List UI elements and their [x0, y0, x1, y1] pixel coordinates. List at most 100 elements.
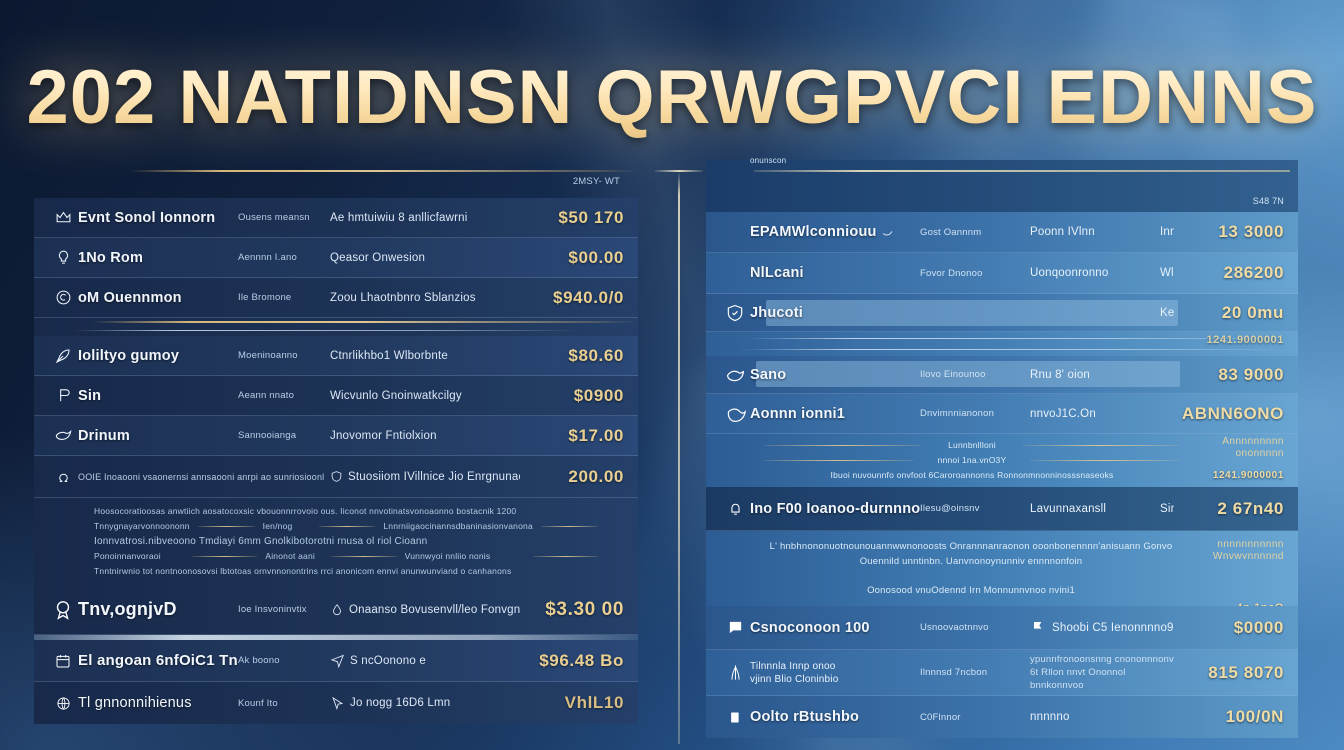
row-desc-wrap: S ncOonono e	[330, 653, 520, 668]
row-name: Tilnnnla Innp onoo vjinn Blio Cloninbio	[750, 660, 839, 685]
table-row[interactable]: Sano Ilovo Einounoo Rnu 8' oion 83 9000	[706, 356, 1298, 394]
table-row[interactable]: 1No Rom Aennnn I.ano Qeasor Onwesion $00…	[34, 238, 638, 278]
row-mid: Lavunnaxansll	[1030, 502, 1107, 515]
row-sub: Dnvimnnianonon	[920, 408, 995, 419]
send-icon	[330, 653, 345, 668]
row-price: 200.00	[568, 466, 624, 486]
chat-icon	[720, 619, 750, 636]
subblock-dash-row: nnnoi 1na.vnO3Y	[764, 453, 1284, 468]
calendar-icon	[48, 653, 78, 669]
row-price: 100/0N	[1225, 707, 1284, 726]
subblock-dash-row: Ponoinnanvoraoi Ainonot aani Vunnwyoi nn…	[94, 549, 598, 564]
dash-mid: Ien/nog	[262, 521, 293, 531]
row-sub: Kounf Ito	[238, 697, 278, 709]
row-price: VhlL10	[564, 693, 624, 712]
row-desc: Jo nogg 16D6 Lmn	[350, 697, 451, 709]
lamp-icon	[48, 249, 78, 266]
row-name: EPAMWlconniouu	[750, 224, 877, 240]
shield-icon	[720, 303, 750, 323]
row-sub: Ile Bromone	[238, 292, 292, 303]
dash-right: Lnnrniigaocinannsdbaninasionvanonannanro…	[383, 521, 533, 531]
right-table: onunscon S48 7N EPAMWlconniouu Gost Oann…	[706, 156, 1298, 738]
row-desc: Stuosiiom IVillnice Jio Enrgnunao	[348, 470, 520, 483]
note-price-line: nnnnnnnnnnn	[1217, 539, 1284, 550]
row-highlight-bar	[766, 300, 1178, 326]
row-mid: Poonn IVlnn	[1030, 226, 1095, 238]
row-desc-wrap: Stuosiiom IVillnice Jio Enrgnunao	[330, 470, 520, 483]
row-sub: Usnoovaotnnvo	[920, 622, 989, 633]
table-row[interactable]: Sin Aeann nnato Wicvunlo Gnoinwatkcilgy …	[34, 376, 638, 416]
feature-row[interactable]: Tnv,ognjvD Ioe Insvoninvtix Onaanso Bovu…	[34, 585, 638, 635]
note-price-stack: nnnnnnnnnnn Wnvwvnnnnnd	[1213, 539, 1284, 563]
dash-line-icon	[764, 444, 921, 447]
row-desc: ypunnfronoonsnng cnononnnonv 6t Rllon nn…	[1030, 654, 1174, 691]
row-sub: Aennnn I.ano	[238, 252, 297, 263]
dash-left: Tnnygnayarvonnoononn	[94, 521, 190, 531]
droplet-icon	[330, 603, 344, 617]
row-sub: Sannooianga	[238, 430, 297, 441]
dash-left: Ponoinnanvoraoi	[94, 551, 161, 561]
table-row[interactable]: EPAMWlconniouu Gost Oannnm Poonn IVlnn I…	[706, 212, 1298, 253]
section-rule	[34, 635, 638, 640]
subblock-line: Hoosocoratioosas anwtiich aosatocoxsic v…	[94, 506, 517, 516]
row-sub: Aeann nnato	[238, 390, 295, 401]
left-table-panel: 2MSY- WT Evnt Sonol Ionnorn Ousens means…	[34, 168, 638, 730]
subblock-dash-row: Tnnygnayarvonnoononn Ien/nog Lnnrniigaoc…	[94, 519, 599, 534]
table-row[interactable]: Tilnnnla Innp onoo vjinn Blio Cloninbio …	[706, 650, 1298, 696]
subblock-price: 1241.9000001	[1212, 470, 1284, 481]
table-row[interactable]: NlLcani Fovor Dnonoo Uonqoonronno Wlnnsn…	[706, 253, 1298, 294]
row-price: $17.00	[568, 425, 624, 445]
dash-line-icon	[1023, 444, 1180, 447]
row-desc: Kevne Inonou	[1160, 306, 1174, 319]
feature-desc-wrap: Onaanso Bovusenvll/leo Fonvgnunbonlnobeo	[330, 603, 520, 617]
row-desc: Sinno u Onoini	[1160, 502, 1174, 515]
table-row[interactable]: Evnt Sonol Ionnorn Ousens meansn Ae hmtu…	[34, 198, 638, 238]
row-price: $0000	[1233, 617, 1284, 637]
row-name: OOIE Inoaooni vsaonernsi annsaooni anrpi…	[78, 471, 325, 482]
dash-mid: Ainonot aani	[265, 551, 315, 561]
dash-line-icon	[764, 459, 914, 462]
right-table-panel: onunscon S48 7N EPAMWlconniouu Gost Oann…	[706, 156, 1298, 738]
row-desc: Zoou Lhaotnbnro Sblanzios	[330, 291, 476, 304]
row-sub: Ak boono	[238, 655, 280, 666]
row-desc: Ctnrlikhbo1 Wlborbnte	[330, 349, 448, 362]
swoosh-icon	[881, 226, 894, 239]
table-row[interactable]: Jhucoti Kevne Inonou 20 0mu	[706, 294, 1298, 332]
table-row-dark[interactable]: Ino F00 Ioanoo-durnnno Ilesu@oinsnv Lavu…	[706, 487, 1298, 531]
table-row[interactable]: oM Ouennmon Ile Bromone Zoou Lhaotnbnro …	[34, 278, 638, 318]
bird3-icon	[720, 403, 750, 424]
row-price: 815 8070	[1208, 662, 1284, 682]
globe-icon	[48, 696, 78, 711]
note-price-line: Wnvwvnnnnnd	[1212, 551, 1284, 562]
dash-line-icon	[192, 555, 258, 558]
row-desc: Wicvunlo Gnoinwatkcilgy	[330, 389, 462, 402]
dash-mid: Lunnbnllloni	[948, 440, 996, 450]
table-row[interactable]: Csnoconoon 100 Usnoovaotnnvo Shoobi C5 I…	[706, 606, 1298, 650]
right-note-block: L' hnbhnononuotnounouannwwnonoosts Onran…	[706, 531, 1298, 614]
right-price-column-label: S48 7N	[1252, 196, 1284, 206]
table-row[interactable]: Tl gnnonnihienus Kounf Ito Jo nogg 16D6 …	[34, 682, 638, 724]
left-price-column-label: 2MSY- WT	[572, 176, 620, 187]
price-stack-line: Annnnnnnnn	[1222, 436, 1284, 447]
left-table: 2MSY- WT Evnt Sonol Ionnorn Ousens means…	[34, 168, 638, 724]
table-row[interactable]: Ioliltyo gumoy Moeninoanno Ctnrlikhbo1 W…	[34, 336, 638, 376]
row-name: Ioliltyo gumoy	[78, 347, 180, 364]
feature-desc: Onaanso Bovusenvll/leo Fonvgnunbonlnobeo	[349, 603, 520, 616]
table-row[interactable]: El angoan 6nfOiC1 Tnn Ak boono S ncOonon…	[34, 640, 638, 682]
row-desc: Qeasor Onwesion	[330, 251, 426, 264]
subblock-note: Ibuoi nuvounnfo onvfoot 6Caroroannonns R…	[830, 470, 1114, 480]
table-row[interactable]: Oolto rBtushbo C0Flnnor nnnnno 100/0N	[706, 696, 1298, 738]
row-sub: Gost Oannnm	[920, 226, 982, 238]
table-row[interactable]: Drinum Sannooianga Jnovomor Fntiolxion $…	[34, 416, 638, 456]
table-row[interactable]: Aonnn ionni1 Dnvimnnianonon nnvoJ1C.On A…	[706, 394, 1298, 434]
feature-sub: Ioe Insvoninvtix	[238, 604, 307, 615]
row-name: Csnoconoon 100	[750, 619, 870, 636]
table-row[interactable]: OOIE Inoaooni vsaonernsi annsaooni anrpi…	[34, 456, 638, 498]
row-name: Evnt Sonol Ionnorn	[78, 209, 216, 226]
row-name: Sin	[78, 387, 102, 404]
bell-icon	[720, 500, 750, 517]
cursor-icon	[330, 696, 345, 711]
crown-icon	[48, 209, 78, 226]
row-desc: Inntntribonmnosi	[1160, 226, 1174, 238]
row-price: $80.60	[568, 345, 624, 365]
